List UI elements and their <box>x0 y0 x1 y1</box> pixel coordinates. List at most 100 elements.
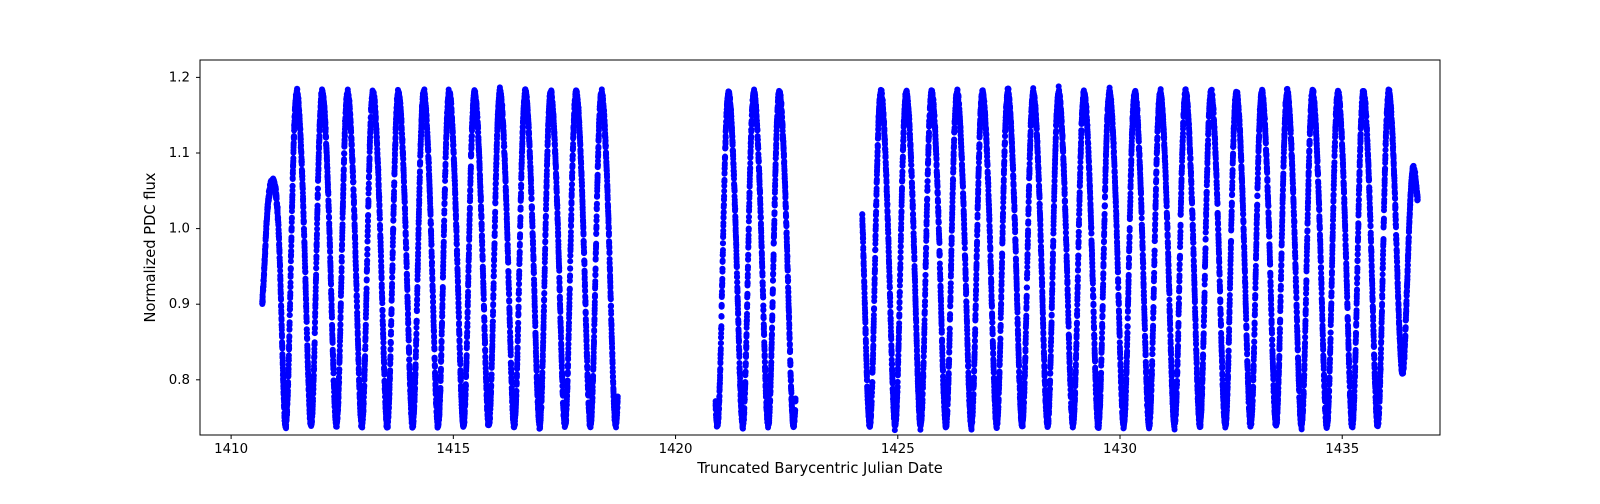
data-point <box>402 199 408 205</box>
data-point <box>374 141 380 147</box>
data-point <box>289 215 295 221</box>
data-point <box>314 226 320 232</box>
data-point <box>494 146 500 152</box>
data-point <box>288 234 294 240</box>
data-point <box>565 362 571 368</box>
data-point <box>499 102 505 108</box>
chart-svg: 141014151420142514301435 0.80.91.01.11.2… <box>0 0 1600 500</box>
data-point <box>476 155 482 161</box>
data-point <box>543 191 549 197</box>
data-point <box>507 323 513 329</box>
data-point <box>437 398 443 404</box>
data-point <box>416 200 422 206</box>
data-point <box>285 382 291 388</box>
y-tick-label: 0.8 <box>169 373 190 388</box>
data-point <box>412 392 418 398</box>
data-point <box>389 281 395 287</box>
data-point <box>478 215 484 221</box>
data-point <box>491 280 497 286</box>
data-point <box>325 191 331 197</box>
data-point <box>355 346 361 352</box>
data-point <box>303 282 309 288</box>
data-point <box>464 320 470 326</box>
data-point <box>360 408 366 414</box>
data-point <box>488 397 494 403</box>
data-point <box>405 320 411 326</box>
data-point <box>458 374 464 380</box>
data-point <box>541 297 547 303</box>
data-point <box>453 213 459 219</box>
data-point <box>516 287 522 293</box>
data-point <box>337 354 343 360</box>
data-point <box>481 296 487 302</box>
data-point <box>366 181 372 187</box>
x-tick-label: 1430 <box>1103 442 1137 457</box>
scatter-points <box>259 83 1421 433</box>
data-point <box>286 345 292 351</box>
data-point <box>443 151 449 157</box>
data-point <box>464 340 470 346</box>
data-point <box>491 258 497 264</box>
data-point <box>401 179 407 185</box>
data-point <box>296 100 302 106</box>
data-point <box>541 290 547 296</box>
data-point <box>515 345 521 351</box>
data-point <box>341 156 347 162</box>
data-point <box>330 340 336 346</box>
data-point <box>339 265 345 271</box>
data-point <box>312 311 318 317</box>
data-point <box>462 401 468 407</box>
data-point <box>338 274 344 280</box>
data-point <box>542 238 548 244</box>
data-point <box>425 147 431 153</box>
data-point <box>479 227 485 233</box>
data-point <box>326 220 332 226</box>
data-point <box>338 314 344 320</box>
data-point <box>313 295 319 301</box>
data-point <box>376 194 382 200</box>
data-point <box>507 334 513 340</box>
data-point <box>438 366 444 372</box>
data-point <box>431 346 437 352</box>
data-point <box>517 249 523 255</box>
data-point <box>341 166 347 172</box>
data-point <box>352 241 358 247</box>
data-point <box>439 313 445 319</box>
x-tick-label: 1425 <box>881 442 915 457</box>
y-tick-label: 1.2 <box>169 70 190 85</box>
data-point <box>479 232 485 238</box>
data-point <box>302 269 308 275</box>
data-point <box>390 226 396 232</box>
data-point <box>442 187 448 193</box>
data-point <box>517 241 523 247</box>
data-point <box>489 371 495 377</box>
data-point <box>557 309 563 315</box>
data-point <box>348 119 354 125</box>
data-point <box>363 304 369 310</box>
data-point <box>331 370 337 376</box>
data-point <box>505 260 511 266</box>
data-point <box>481 307 487 313</box>
data-point <box>404 261 410 267</box>
data-point <box>288 248 294 254</box>
data-point <box>441 207 447 213</box>
x-tick-label: 1410 <box>214 442 248 457</box>
data-point <box>364 286 370 292</box>
data-point <box>350 173 356 179</box>
data-point <box>530 223 536 229</box>
data-point <box>514 371 520 377</box>
data-point <box>506 298 512 304</box>
data-point <box>443 141 449 147</box>
data-point <box>454 260 460 266</box>
data-point <box>456 320 462 326</box>
data-point <box>532 319 538 325</box>
data-point <box>278 283 284 289</box>
data-point <box>290 176 296 182</box>
data-point <box>539 369 545 375</box>
data-point <box>417 168 423 174</box>
data-point <box>565 378 571 384</box>
data-point <box>352 248 358 254</box>
data-point <box>443 161 449 167</box>
data-point <box>502 156 508 162</box>
data-point <box>428 241 434 247</box>
